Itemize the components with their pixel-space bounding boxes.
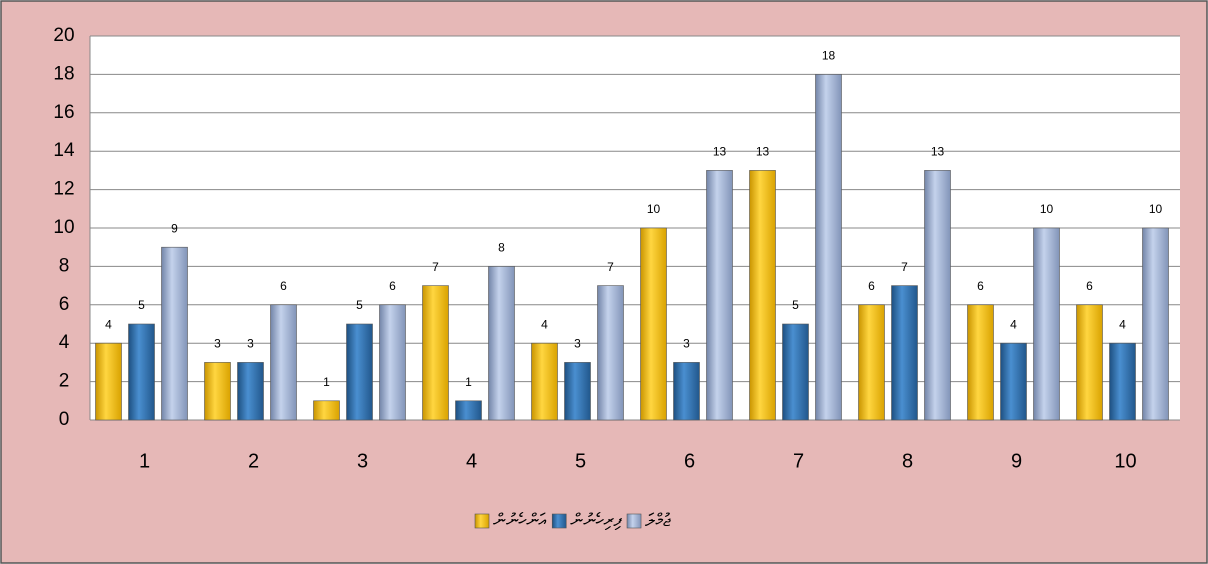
legend-label: ޖުމްލަ: [645, 510, 671, 531]
data-label: 5: [138, 298, 145, 312]
bar: [1109, 342, 1136, 421]
x-tick-label: 4: [466, 450, 477, 472]
x-tick-label: 1: [139, 450, 150, 472]
data-label: 6: [1086, 279, 1093, 293]
data-label: 5: [792, 298, 799, 312]
y-tick-label: 18: [53, 63, 74, 84]
data-label: 10: [1040, 202, 1054, 216]
y-tick-label: 0: [59, 409, 70, 430]
y-tick-label: 6: [59, 294, 70, 315]
data-label: 5: [356, 298, 363, 312]
y-tick-label: 4: [59, 332, 70, 353]
data-label: 3: [574, 337, 581, 351]
bar: [673, 362, 700, 421]
bar: [640, 227, 667, 421]
bar: [488, 266, 515, 421]
data-label: 9: [171, 221, 178, 235]
x-tick-label: 2: [248, 450, 259, 472]
data-label: 7: [901, 260, 908, 274]
data-label: 8: [498, 241, 505, 255]
y-tick-label: 10: [53, 217, 74, 238]
bar: [128, 323, 155, 421]
legend-marker: [474, 513, 490, 529]
y-tick-label: 14: [53, 140, 75, 161]
data-label: 6: [280, 279, 287, 293]
legend-label: ފިރިހެނުން: [570, 510, 622, 531]
data-label: 13: [713, 145, 727, 159]
y-tick-label: 2: [59, 371, 70, 392]
data-label: 4: [105, 317, 112, 331]
x-tick-label: 9: [1011, 450, 1022, 472]
x-tick-label: 3: [357, 450, 368, 472]
data-label: 4: [1119, 317, 1126, 331]
data-label: 4: [1010, 317, 1017, 331]
bar: [706, 170, 733, 421]
bar: [597, 285, 624, 421]
data-label: 3: [214, 337, 221, 351]
bar: [95, 342, 122, 421]
y-tick-label: 12: [53, 179, 74, 200]
bar: [1000, 342, 1027, 421]
x-tick-label: 8: [902, 450, 913, 472]
data-label: 7: [432, 260, 439, 274]
bar: [564, 362, 591, 421]
data-label: 1: [465, 375, 472, 389]
data-label: 3: [247, 337, 254, 351]
bar: [237, 362, 264, 421]
data-label: 10: [647, 202, 661, 216]
data-label: 4: [541, 317, 548, 331]
data-label: 18: [822, 49, 836, 63]
data-label: 6: [977, 279, 984, 293]
y-tick-label: 20: [53, 25, 74, 46]
bar: [1033, 227, 1060, 421]
data-label: 7: [607, 260, 614, 274]
data-label: 13: [756, 145, 770, 159]
bar: [1142, 227, 1169, 421]
bar: [815, 74, 842, 421]
x-tick-label: 6: [684, 450, 695, 472]
bar: [858, 304, 885, 421]
data-label: 10: [1149, 202, 1163, 216]
bar: [891, 285, 918, 421]
bar: [346, 323, 373, 421]
bar: [531, 342, 558, 421]
data-label: 3: [683, 337, 690, 351]
bar: [967, 304, 994, 421]
data-label: 1: [323, 375, 330, 389]
bar: [455, 400, 482, 421]
bar: [379, 304, 406, 421]
bar: [161, 246, 188, 421]
y-tick-label: 16: [53, 102, 74, 123]
bar: [422, 285, 449, 421]
legend-marker: [551, 513, 567, 529]
bar: [1076, 304, 1103, 421]
bar: [313, 400, 340, 421]
x-tick-label: 7: [793, 450, 804, 472]
legend-marker: [626, 513, 642, 529]
bar: [782, 323, 809, 421]
data-label: 13: [931, 145, 945, 159]
bar: [749, 170, 776, 421]
bar: [924, 170, 951, 421]
data-label: 6: [389, 279, 396, 293]
bar: [204, 362, 231, 421]
legend-label: އަންހެނުން: [493, 510, 546, 531]
y-tick-label: 8: [59, 255, 70, 276]
x-tick-label: 10: [1114, 450, 1136, 472]
x-tick-label: 5: [575, 450, 586, 472]
data-label: 6: [868, 279, 875, 293]
bar: [270, 304, 297, 421]
